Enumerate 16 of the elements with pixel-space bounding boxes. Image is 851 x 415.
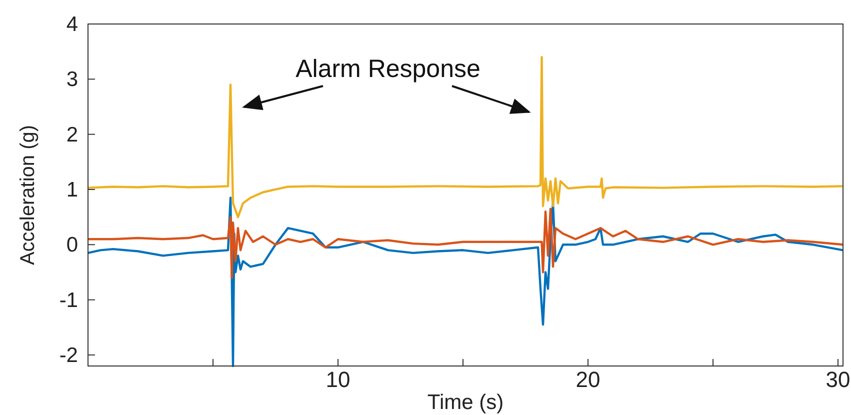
- x-tick-label: 10: [326, 367, 350, 392]
- line-series: [86, 196, 844, 368]
- y-tick-label: 2: [66, 123, 78, 146]
- y-tick-label: 0: [66, 234, 78, 257]
- y-tick-label: -1: [59, 288, 78, 312]
- x-tick-label: 20: [576, 367, 600, 392]
- annotation: Alarm Response: [296, 55, 480, 83]
- y-tick-label: 1: [66, 178, 78, 202]
- y-axis-title: Acceleration (g): [17, 124, 39, 266]
- y-tick-label: -2: [59, 344, 78, 367]
- line-series: [86, 56, 844, 218]
- x-tick-label: 30: [826, 367, 850, 392]
- y-tick-label: 4: [66, 13, 78, 36]
- y-tick-label: 3: [66, 68, 78, 92]
- line-series: [86, 208, 844, 279]
- x-axis-title: Time (s): [427, 391, 504, 414]
